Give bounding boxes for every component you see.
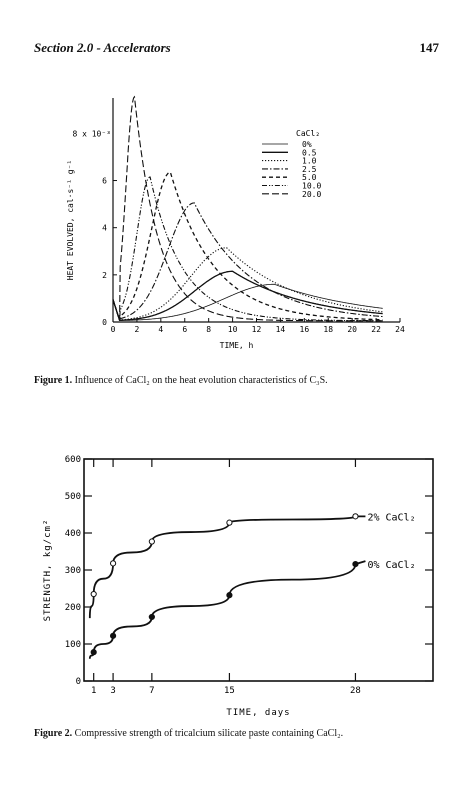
data-point xyxy=(148,613,155,621)
x-tick-label: 7 xyxy=(149,686,154,696)
x-tick-label: 4 xyxy=(158,325,163,334)
x-axis-label-2: TIME, days xyxy=(226,708,290,718)
figure-2-caption: Figure 2. Compressive strength of trical… xyxy=(34,727,444,740)
data-point xyxy=(226,519,233,526)
legend-entry: 5.0 xyxy=(302,173,317,182)
data-point xyxy=(226,592,233,599)
y-tick-label: 300 xyxy=(65,566,81,576)
legend-entry: 0.5 xyxy=(302,148,317,157)
heat-curve-series xyxy=(112,283,383,321)
running-header: Section 2.0 - Accelerators 147 xyxy=(34,40,439,58)
legend-entry: 0% xyxy=(302,140,312,149)
y-axis-label: HEAT EVOLVED, cal·s⁻¹ g⁻¹ xyxy=(66,160,75,280)
x-tick-label: 3 xyxy=(110,686,115,696)
x-tick-label: 18 xyxy=(323,325,333,334)
y-tick-label: 100 xyxy=(65,640,81,650)
x-tick-label: 14 xyxy=(276,325,286,334)
data-point xyxy=(90,590,97,598)
data-point xyxy=(109,632,117,639)
y-tick-label: 6 xyxy=(102,177,107,186)
y-tick-label: 4 xyxy=(102,224,107,233)
y-tick-label: 0 xyxy=(102,318,107,327)
figure-2-caption-label: Figure 2. xyxy=(34,728,73,739)
heat-curve-series xyxy=(112,202,383,322)
y-axis-label-2: STRENGTH, kg/cm² xyxy=(43,519,53,622)
heat-curve-series xyxy=(112,247,383,322)
legend-title: CaCl₂ xyxy=(296,129,320,138)
page-number: 147 xyxy=(419,40,440,55)
series-label: 0% CaCl₂ xyxy=(367,560,415,571)
series-label: 2% CaCl₂ xyxy=(367,512,415,523)
data-point xyxy=(148,538,155,545)
y-tick-label: 600 xyxy=(65,455,81,465)
y-tick-label: 0 xyxy=(76,677,81,687)
x-tick-label: 22 xyxy=(371,325,381,334)
data-point xyxy=(90,649,97,656)
legend-entry: 20.0 xyxy=(302,190,321,199)
x-axis-label: TIME, h xyxy=(220,341,254,350)
x-tick-label: 24 xyxy=(395,325,405,334)
data-point xyxy=(109,560,117,567)
y-scale-label: 8 x 10⁻³ xyxy=(72,129,111,138)
figure-1-caption-label: Figure 1. xyxy=(34,375,73,386)
x-tick-label: 2 xyxy=(135,325,140,334)
legend-entry: 1.0 xyxy=(302,157,317,166)
strength-curve-series xyxy=(88,560,366,659)
strength-curve-series xyxy=(88,515,366,619)
x-tick-label: 1 xyxy=(91,686,96,696)
figure-1-caption: Figure 1. Influence of CaCl₂ on the heat… xyxy=(34,374,444,387)
x-tick-label: 15 xyxy=(224,686,235,696)
x-tick-label: 20 xyxy=(347,325,357,334)
y-tick-label: 2 xyxy=(102,271,107,280)
data-point xyxy=(352,513,359,520)
x-tick-label: 16 xyxy=(300,325,310,334)
heat-curve-series xyxy=(112,95,383,322)
x-tick-label: 8 xyxy=(206,325,211,334)
legend-entry: 10.0 xyxy=(302,182,321,191)
section-title: Section 2.0 - Accelerators xyxy=(34,40,171,55)
x-tick-label: 12 xyxy=(252,325,262,334)
x-tick-label: 28 xyxy=(350,686,361,696)
heat-curve-series xyxy=(112,270,383,322)
x-tick-label: 0 xyxy=(111,325,116,334)
y-tick-label: 400 xyxy=(65,529,81,539)
data-point xyxy=(352,560,359,568)
figure-2-caption-text: Compressive strength of tricalcium silic… xyxy=(74,728,344,739)
y-tick-label: 500 xyxy=(65,492,81,502)
legend-entry: 2.5 xyxy=(302,165,317,174)
x-tick-label: 10 xyxy=(228,325,238,334)
x-tick-label: 6 xyxy=(182,325,187,334)
y-tick-label: 200 xyxy=(65,603,81,613)
heat-curve-series xyxy=(112,171,383,321)
figure-1-caption-text: Influence of CaCl₂ on the heat evolution… xyxy=(74,375,328,386)
